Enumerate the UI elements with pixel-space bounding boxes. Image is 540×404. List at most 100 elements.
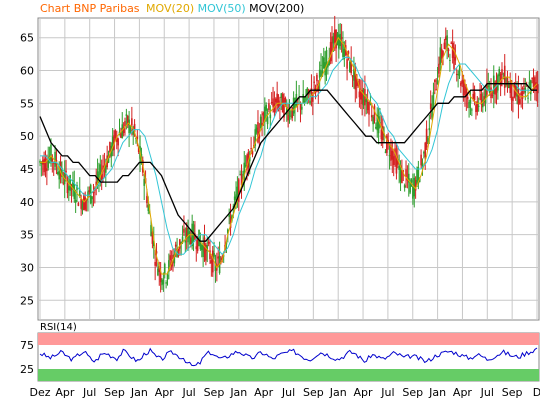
- x-tick-label: Apr: [155, 386, 175, 399]
- candle-body: [288, 108, 291, 116]
- candle-body: [477, 105, 480, 107]
- candle-body: [453, 47, 455, 69]
- candle-body: [229, 216, 232, 229]
- candle-body: [488, 89, 491, 94]
- candle-body: [169, 255, 172, 261]
- candle-body: [285, 107, 288, 115]
- candle-body: [272, 98, 274, 107]
- candle-body: [358, 91, 361, 98]
- candle-body: [155, 251, 158, 254]
- candle-body: [199, 241, 202, 250]
- candle-body: [180, 241, 183, 245]
- candle-body: [213, 253, 215, 257]
- candle-body: [168, 260, 170, 272]
- candle-body: [74, 199, 77, 203]
- candle-body: [347, 51, 350, 54]
- candle-body: [359, 90, 362, 100]
- candle-body: [115, 136, 118, 142]
- x-tick-label: Sep: [402, 386, 423, 399]
- candle-body: [354, 69, 357, 90]
- time-axis: Dez Apr Jul Sep Jan Apr Jul Sep Jan Apr Jul Sep Jan A…: [29, 386, 540, 399]
- candle-body: [302, 94, 305, 104]
- candle-body: [303, 100, 306, 104]
- candle-body: [321, 70, 324, 77]
- candle-body: [200, 245, 203, 251]
- candle-body: [502, 78, 505, 80]
- candle-body: [438, 63, 440, 74]
- candle-body: [202, 244, 204, 257]
- candle-body: [514, 84, 517, 96]
- candle-body: [228, 214, 230, 217]
- candle-body: [279, 103, 281, 106]
- candle-body: [98, 174, 100, 179]
- candle-body: [407, 173, 410, 183]
- candle-body: [425, 128, 428, 148]
- candle-body: [353, 68, 355, 81]
- x-tick-label: Jul: [380, 386, 394, 399]
- candle-body: [395, 155, 398, 174]
- candle-body: [365, 99, 368, 103]
- candle-body: [66, 180, 69, 194]
- candle-body: [294, 101, 296, 108]
- candle-body: [131, 118, 133, 126]
- candle-body: [313, 81, 315, 83]
- candle-body: [332, 36, 335, 44]
- candle-body: [284, 97, 287, 103]
- candle-body: [432, 92, 435, 109]
- candle-body: [398, 165, 400, 171]
- x-tick-label: Apr: [254, 386, 274, 399]
- candle-body: [179, 239, 181, 249]
- candle-body: [492, 75, 495, 94]
- candle-body: [133, 123, 136, 133]
- candle-body: [428, 128, 431, 131]
- candle-body: [172, 254, 174, 260]
- candle-body: [335, 29, 337, 49]
- candle-body: [306, 88, 309, 96]
- candle-body: [521, 88, 524, 99]
- candle-body: [454, 57, 457, 61]
- candle-body: [343, 48, 346, 59]
- candle-body: [462, 79, 465, 96]
- candle-body: [262, 112, 265, 116]
- candle-body: [373, 105, 376, 122]
- candle-body: [434, 79, 436, 83]
- candle-body: [375, 126, 377, 129]
- price-y-tick: 45: [20, 163, 34, 176]
- candle-body: [217, 256, 220, 259]
- candle-body: [150, 225, 152, 237]
- candle-body: [205, 244, 207, 261]
- candle-body: [143, 178, 145, 186]
- legend-mov50: MOV(50): [198, 2, 246, 15]
- candle-body: [427, 138, 429, 142]
- candle-body: [366, 101, 369, 111]
- candle-body: [52, 162, 55, 164]
- candle-body: [532, 77, 535, 88]
- legend: Chart BNP Paribas MOV(20) MOV(50) MOV(20…: [40, 2, 304, 15]
- candle-body: [258, 131, 261, 139]
- candle-body: [412, 186, 414, 199]
- x-tick-label: Jan: [329, 386, 347, 399]
- candle-body: [129, 129, 132, 132]
- candle-body: [57, 172, 59, 175]
- candle-body: [46, 168, 48, 172]
- candle-body: [468, 101, 470, 108]
- candle-body: [73, 183, 76, 199]
- candle-body: [189, 237, 192, 245]
- candle-body: [381, 125, 384, 141]
- candle-body: [416, 169, 418, 183]
- candle-body: [91, 196, 93, 200]
- candle-body: [265, 104, 267, 111]
- candle-body: [62, 182, 65, 184]
- candle-body: [225, 242, 228, 245]
- candle-body: [460, 82, 462, 86]
- candle-body: [421, 162, 424, 167]
- candle-body: [439, 47, 442, 65]
- legend-mov200: MOV(200): [249, 2, 304, 15]
- candle-body: [316, 74, 318, 82]
- candle-body: [227, 229, 229, 234]
- candle-body: [187, 227, 189, 243]
- moving-average-lines: [39, 36, 538, 275]
- candle-body: [349, 61, 351, 72]
- candle-body: [259, 116, 262, 128]
